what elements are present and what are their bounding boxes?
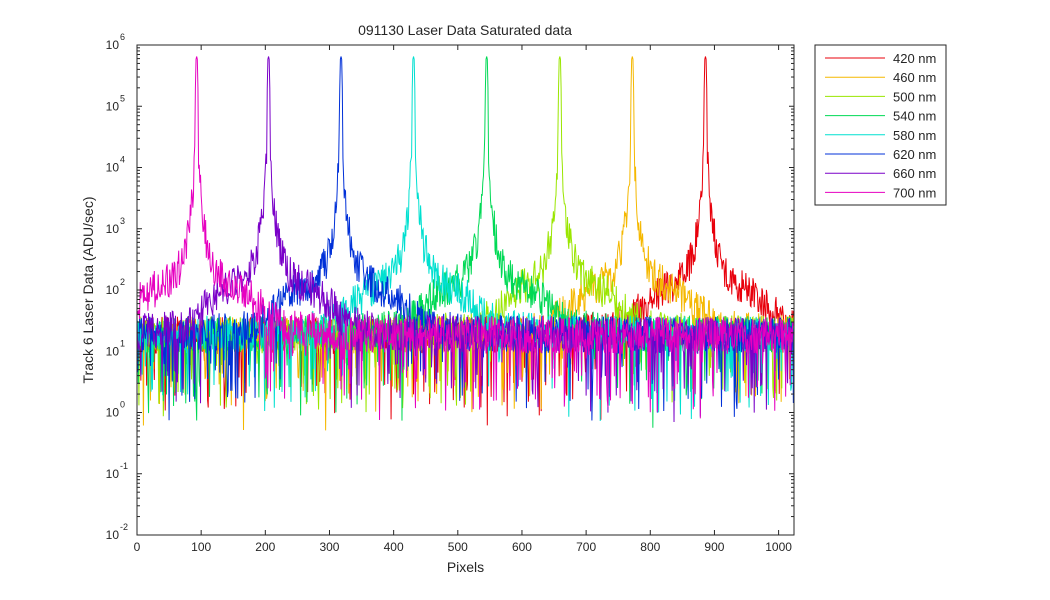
series-line-660-nm	[137, 56, 794, 423]
y-axis-title: Track 6 Laser Data (ADU/sec)	[80, 197, 96, 384]
y-tick-exponent: 4	[120, 155, 125, 165]
x-axis-title: Pixels	[447, 559, 484, 575]
y-tick-exponent: -1	[120, 461, 128, 471]
y-tick-label: 10	[106, 467, 120, 481]
legend-label: 500 nm	[893, 89, 936, 104]
y-tick-exponent: 0	[120, 400, 125, 410]
legend-label: 540 nm	[893, 109, 936, 124]
x-tick-label: 1000	[765, 540, 792, 554]
x-tick-label: 800	[640, 540, 660, 554]
y-tick-label: 10	[106, 222, 120, 236]
chart-title: 091130 Laser Data Saturated data	[358, 22, 572, 38]
x-tick-label: 0	[134, 540, 141, 554]
series-line-700-nm	[137, 56, 794, 421]
y-tick-label: 10	[106, 161, 120, 175]
y-tick-label: 10	[106, 99, 120, 113]
legend: 420 nm 460 nm 500 nm 540 nm 580 nm 620 nm 660 …	[814, 44, 947, 206]
legend-label: 660 nm	[893, 166, 936, 181]
legend-label: 460 nm	[893, 70, 936, 85]
y-tick-label: 10	[106, 406, 120, 420]
y-tick-label: 10	[106, 38, 120, 52]
legend-label: 700 nm	[893, 185, 936, 200]
x-axis: 0 100 200 300 400 500 600 700 800 900 1000	[134, 45, 792, 554]
y-tick-exponent: 2	[120, 277, 125, 287]
series-lines	[137, 56, 794, 431]
x-tick-label: 300	[319, 540, 339, 554]
y-tick-label: 10	[106, 344, 120, 358]
legend-box	[814, 44, 947, 206]
legend-label: 420 nm	[893, 51, 936, 66]
y-tick-exponent: 1	[120, 338, 125, 348]
x-tick-label: 200	[255, 540, 275, 554]
x-tick-label: 400	[384, 540, 404, 554]
x-tick-label: 900	[704, 540, 724, 554]
y-tick-exponent: 3	[120, 216, 125, 226]
series-line-580-nm	[137, 56, 794, 422]
x-tick-label: 100	[191, 540, 211, 554]
legend-label: 620 nm	[893, 147, 936, 162]
y-tick-exponent: 5	[120, 93, 125, 103]
y-tick-exponent: 6	[120, 32, 125, 42]
x-tick-label: 600	[512, 540, 532, 554]
legend-label: 580 nm	[893, 128, 936, 143]
y-tick-exponent: -2	[120, 522, 128, 532]
y-tick-label: 10	[106, 528, 120, 542]
x-tick-label: 500	[448, 540, 468, 554]
x-tick-label: 700	[576, 540, 596, 554]
y-tick-label: 10	[106, 283, 120, 297]
